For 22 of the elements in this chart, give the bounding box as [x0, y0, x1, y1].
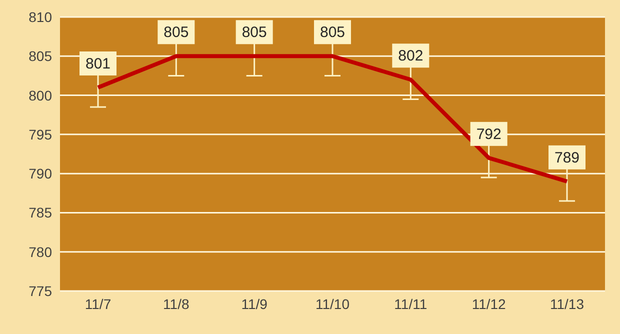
x-tick-label: 11/13: [550, 296, 584, 312]
data-label: 801: [85, 55, 111, 72]
y-tick-label: 790: [28, 166, 52, 182]
data-label: 805: [320, 24, 346, 42]
y-tick-label: 800: [28, 87, 52, 104]
y-tick-label: 805: [28, 48, 52, 64]
y-tick-label: 795: [28, 126, 52, 142]
x-tick-label: 11/12: [472, 296, 506, 312]
x-tick-label: 11/11: [394, 296, 428, 312]
x-tick-label: 11/7: [84, 296, 112, 312]
y-tick-label: 775: [28, 282, 52, 299]
y-tick-label: 780: [28, 244, 52, 260]
data-label: 802: [398, 48, 424, 65]
data-label: 805: [164, 24, 189, 42]
data-label: 792: [476, 126, 502, 143]
y-tick-label: 785: [28, 204, 52, 221]
data-label: 789: [554, 149, 580, 166]
data-label: 805: [242, 24, 267, 42]
y-tick-label: 810: [28, 8, 52, 25]
x-tick-label: 11/10: [316, 296, 350, 312]
x-tick-label: 11/8: [163, 296, 190, 312]
x-tick-label: 11/9: [241, 296, 268, 312]
